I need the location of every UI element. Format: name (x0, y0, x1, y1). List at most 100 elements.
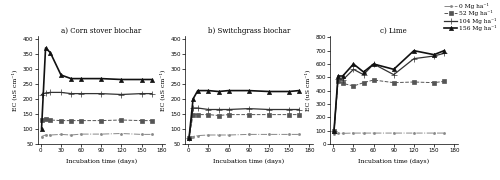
104 Mg ha⁻¹ (68, 93, 74, 95)
0 Mg ha⁻¹ (391, 132, 397, 134)
Y-axis label: EC (uS cm⁻¹): EC (uS cm⁻¹) (159, 69, 165, 111)
0 Mg ha⁻¹ (206, 134, 212, 136)
156 Mg ha⁻¹ (42, 47, 48, 49)
156 Mg ha⁻¹ (370, 63, 376, 65)
156 Mg ha⁻¹ (190, 98, 196, 100)
156 Mg ha⁻¹ (226, 89, 232, 92)
104 Mg ha⁻¹ (58, 91, 64, 93)
156 Mg ha⁻¹ (38, 128, 44, 130)
156 Mg ha⁻¹ (78, 78, 84, 80)
156 Mg ha⁻¹ (335, 75, 341, 77)
0 Mg ha⁻¹ (370, 132, 376, 134)
Line: 0 Mg ha⁻¹: 0 Mg ha⁻¹ (332, 131, 446, 136)
156 Mg ha⁻¹ (266, 90, 272, 93)
156 Mg ha⁻¹ (391, 68, 397, 70)
Line: 52 Mg ha⁻¹: 52 Mg ha⁻¹ (40, 117, 154, 122)
0 Mg ha⁻¹ (118, 132, 124, 135)
Line: 52 Mg ha⁻¹: 52 Mg ha⁻¹ (332, 78, 446, 132)
52 Mg ha⁻¹ (226, 114, 232, 116)
Line: 156 Mg ha⁻¹: 156 Mg ha⁻¹ (40, 46, 154, 131)
104 Mg ha⁻¹ (38, 93, 44, 96)
52 Mg ha⁻¹ (98, 120, 104, 122)
Title: b) Switchgrass biochar: b) Switchgrass biochar (208, 27, 290, 35)
52 Mg ha⁻¹ (42, 117, 48, 120)
0 Mg ha⁻¹ (58, 133, 64, 136)
156 Mg ha⁻¹ (186, 137, 192, 139)
104 Mg ha⁻¹ (42, 92, 48, 94)
104 Mg ha⁻¹ (296, 108, 302, 111)
156 Mg ha⁻¹ (68, 78, 74, 80)
52 Mg ha⁻¹ (206, 114, 212, 116)
Legend: 0 Mg ha⁻¹, 52 Mg ha⁻¹, 104 Mg ha⁻¹, 156 Mg ha⁻¹: 0 Mg ha⁻¹, 52 Mg ha⁻¹, 104 Mg ha⁻¹, 156 … (444, 3, 497, 31)
104 Mg ha⁻¹ (78, 93, 84, 95)
156 Mg ha⁻¹ (195, 89, 201, 92)
104 Mg ha⁻¹ (186, 137, 192, 139)
52 Mg ha⁻¹ (68, 120, 74, 122)
104 Mg ha⁻¹ (441, 52, 447, 54)
0 Mg ha⁻¹ (148, 133, 154, 136)
0 Mg ha⁻¹ (246, 133, 252, 136)
0 Mg ha⁻¹ (335, 132, 341, 134)
52 Mg ha⁻¹ (78, 120, 84, 122)
104 Mg ha⁻¹ (431, 55, 437, 57)
104 Mg ha⁻¹ (370, 63, 376, 65)
Line: 104 Mg ha⁻¹: 104 Mg ha⁻¹ (186, 105, 302, 141)
156 Mg ha⁻¹ (441, 50, 447, 52)
52 Mg ha⁻¹ (296, 114, 302, 116)
52 Mg ha⁻¹ (148, 120, 154, 122)
52 Mg ha⁻¹ (360, 82, 366, 84)
0 Mg ha⁻¹ (216, 134, 222, 136)
104 Mg ha⁻¹ (266, 108, 272, 111)
104 Mg ha⁻¹ (226, 108, 232, 111)
156 Mg ha⁻¹ (360, 71, 366, 73)
104 Mg ha⁻¹ (216, 108, 222, 111)
156 Mg ha⁻¹ (216, 90, 222, 93)
X-axis label: Incubation time (days): Incubation time (days) (66, 159, 137, 164)
0 Mg ha⁻¹ (331, 133, 337, 135)
104 Mg ha⁻¹ (47, 91, 54, 93)
Line: 0 Mg ha⁻¹: 0 Mg ha⁻¹ (187, 132, 301, 140)
156 Mg ha⁻¹ (206, 89, 212, 92)
0 Mg ha⁻¹ (350, 132, 356, 134)
0 Mg ha⁻¹ (286, 133, 292, 136)
0 Mg ha⁻¹ (138, 133, 144, 136)
156 Mg ha⁻¹ (98, 78, 104, 80)
104 Mg ha⁻¹ (118, 93, 124, 96)
52 Mg ha⁻¹ (190, 114, 196, 116)
0 Mg ha⁻¹ (195, 134, 201, 137)
104 Mg ha⁻¹ (286, 108, 292, 111)
X-axis label: Incubation time (days): Incubation time (days) (213, 159, 284, 164)
104 Mg ha⁻¹ (190, 107, 196, 109)
52 Mg ha⁻¹ (331, 130, 337, 132)
Line: 156 Mg ha⁻¹: 156 Mg ha⁻¹ (332, 49, 446, 133)
0 Mg ha⁻¹ (296, 133, 302, 136)
Line: 52 Mg ha⁻¹: 52 Mg ha⁻¹ (188, 113, 301, 140)
104 Mg ha⁻¹ (335, 78, 341, 80)
156 Mg ha⁻¹ (138, 78, 144, 81)
104 Mg ha⁻¹ (246, 107, 252, 110)
52 Mg ha⁻¹ (138, 120, 144, 122)
156 Mg ha⁻¹ (246, 89, 252, 92)
0 Mg ha⁻¹ (431, 132, 437, 134)
156 Mg ha⁻¹ (350, 63, 356, 65)
52 Mg ha⁻¹ (246, 114, 252, 116)
104 Mg ha⁻¹ (148, 93, 154, 95)
0 Mg ha⁻¹ (47, 134, 54, 136)
156 Mg ha⁻¹ (286, 90, 292, 93)
X-axis label: Incubation time (days): Incubation time (days) (358, 159, 430, 164)
156 Mg ha⁻¹ (296, 89, 302, 92)
Line: 156 Mg ha⁻¹: 156 Mg ha⁻¹ (187, 89, 301, 140)
Line: 104 Mg ha⁻¹: 104 Mg ha⁻¹ (331, 51, 447, 133)
52 Mg ha⁻¹ (441, 80, 447, 82)
0 Mg ha⁻¹ (340, 132, 346, 134)
0 Mg ha⁻¹ (186, 137, 192, 139)
0 Mg ha⁻¹ (226, 134, 232, 136)
52 Mg ha⁻¹ (370, 79, 376, 81)
0 Mg ha⁻¹ (98, 133, 104, 135)
52 Mg ha⁻¹ (216, 114, 222, 117)
104 Mg ha⁻¹ (391, 74, 397, 76)
156 Mg ha⁻¹ (148, 78, 154, 81)
104 Mg ha⁻¹ (350, 68, 356, 70)
Line: 0 Mg ha⁻¹: 0 Mg ha⁻¹ (40, 131, 154, 139)
104 Mg ha⁻¹ (138, 93, 144, 95)
